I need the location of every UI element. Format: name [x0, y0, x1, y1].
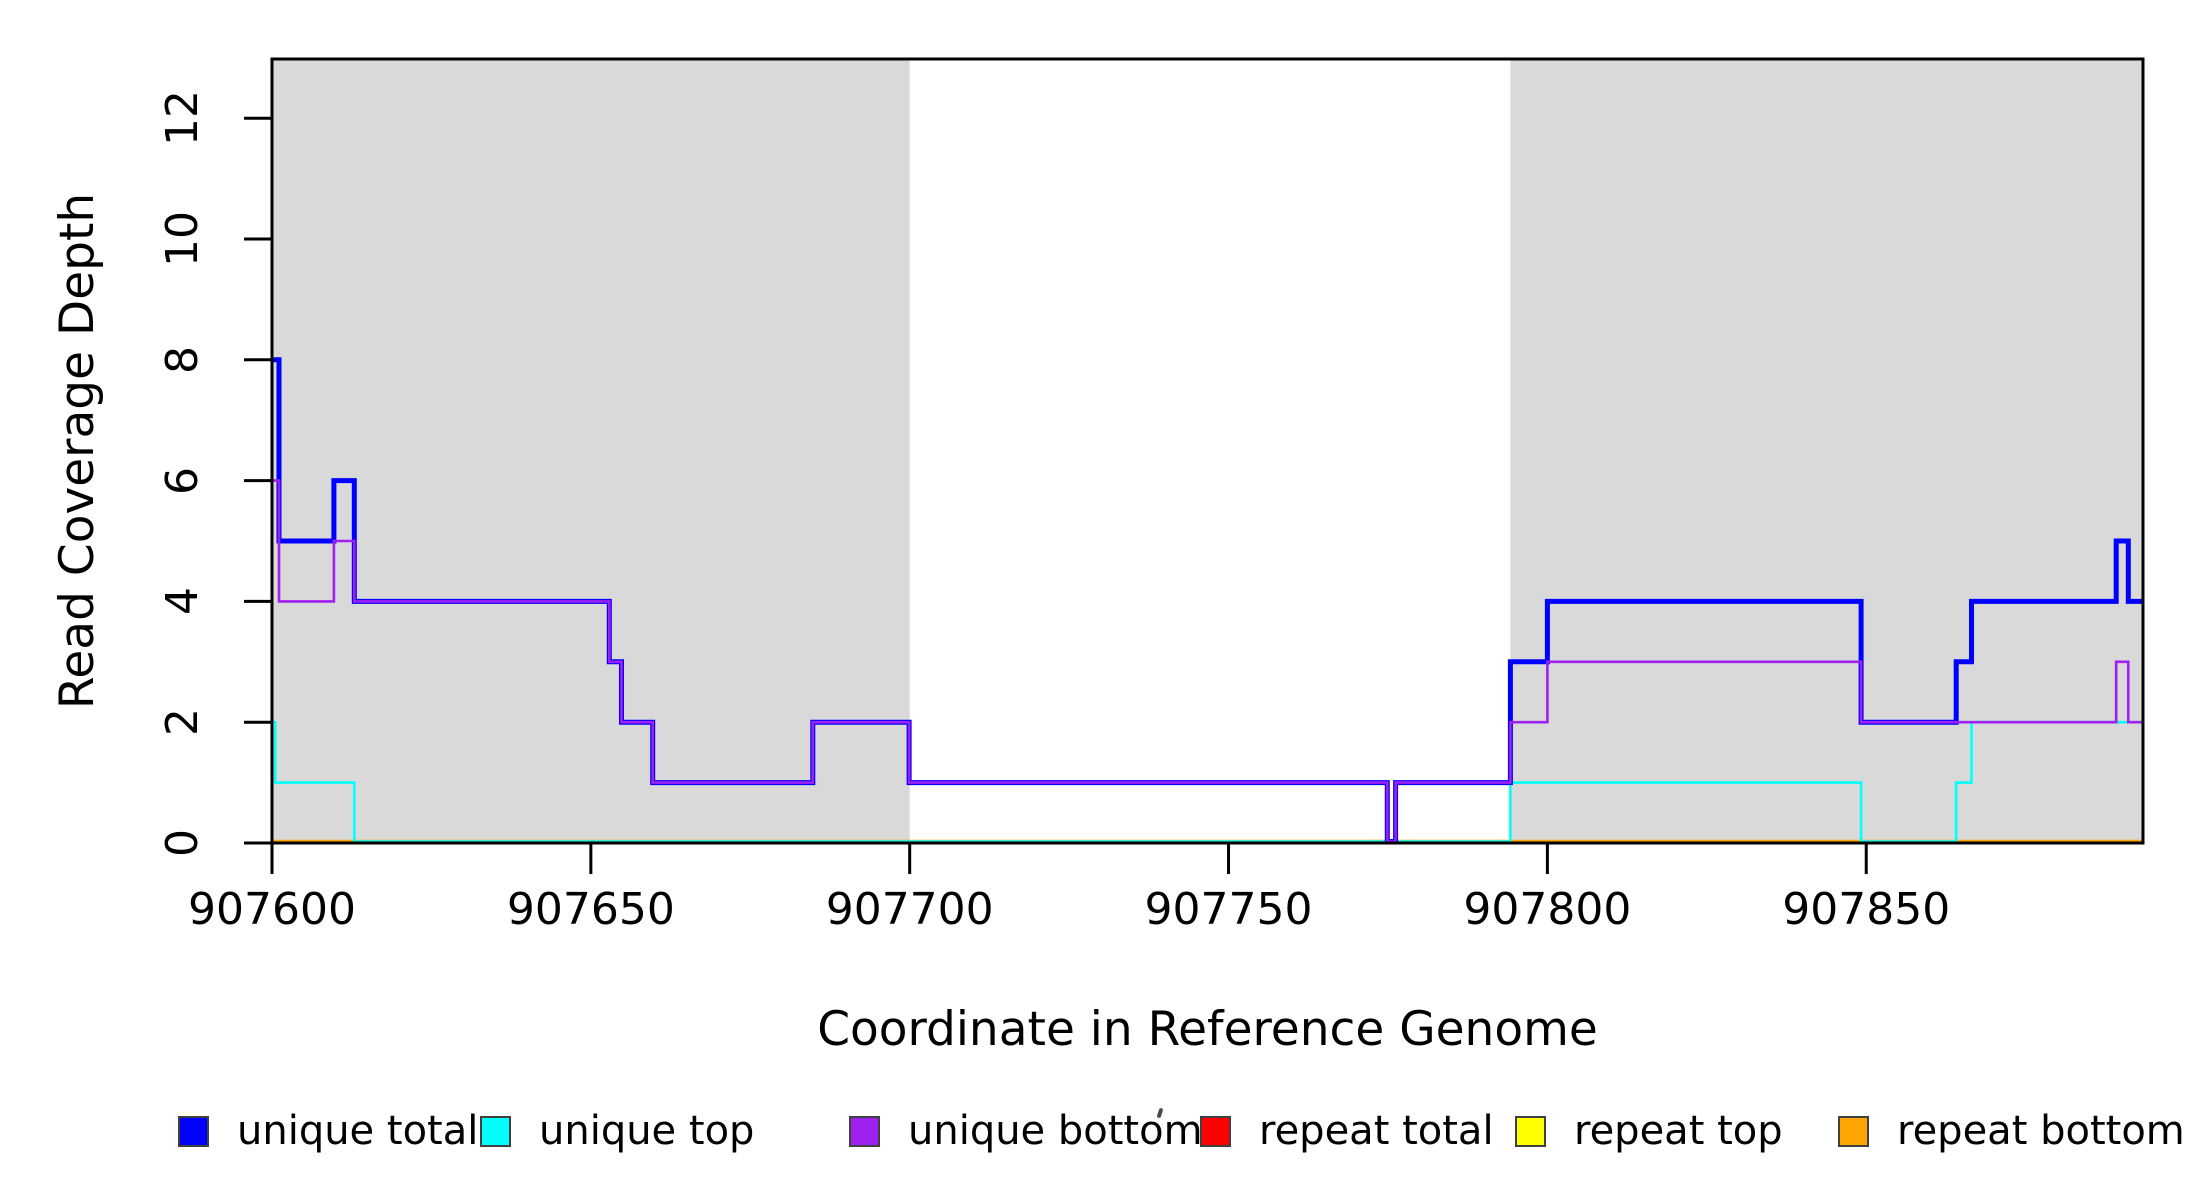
legend-swatch-unique-top — [480, 1115, 511, 1147]
legend-swatch-unique-bottom — [849, 1115, 880, 1147]
legend-label-repeat-total: repeat total — [1259, 1108, 1494, 1154]
legend-item-repeat-total: repeat total — [1200, 1108, 1494, 1154]
x-tick-label-907650: 907650 — [506, 884, 675, 935]
x-axis-title: Coordinate in Reference Genome — [817, 1002, 1598, 1057]
y-tick-label-0: 0 — [156, 829, 208, 857]
legend-item-repeat-top: repeat top — [1515, 1108, 1783, 1154]
x-tick-label-907750: 907750 — [1144, 884, 1313, 935]
legend-swatch-repeat-top — [1515, 1115, 1546, 1147]
y-tick-label-4: 4 — [156, 587, 208, 616]
legend-item-repeat-bottom: repeat bottom — [1838, 1108, 2185, 1154]
legend-swatch-unique-total — [178, 1115, 209, 1147]
shaded-region-2 — [1510, 59, 2143, 843]
legend-item-unique-top: unique top — [480, 1108, 754, 1154]
x-tick-label-907800: 907800 — [1463, 884, 1632, 935]
series-line-unique-bottom — [272, 479, 2143, 843]
y-tick-label-10: 10 — [156, 210, 208, 267]
y-tick-label-8: 8 — [156, 345, 208, 374]
series-line-unique-top — [272, 720, 2143, 843]
legend-label-unique-top: unique top — [539, 1108, 755, 1154]
x-tick-label-907700: 907700 — [825, 884, 994, 935]
plot-box — [270, 57, 2145, 845]
x-tick-label-907850: 907850 — [1782, 884, 1951, 935]
x-tick-label-907600: 907600 — [188, 884, 356, 935]
y-tick-label-6: 6 — [156, 466, 208, 495]
legend-swatch-repeat-bottom — [1838, 1115, 1869, 1147]
shaded-region-1 — [272, 59, 910, 843]
legend-label-unique-total: unique total — [237, 1108, 479, 1154]
legend-label-unique-bottom: unique bottom — [908, 1108, 1203, 1154]
y-axis-title: Read Coverage Depth — [49, 192, 105, 710]
y-tick-label-12: 12 — [156, 90, 208, 147]
legend-item-unique-total: unique total — [178, 1108, 478, 1154]
legend-label-repeat-top: repeat top — [1574, 1108, 1783, 1154]
legend-swatch-repeat-total — [1200, 1115, 1231, 1147]
legend-item-unique-bottom: unique bottom — [849, 1108, 1203, 1154]
y-tick-label-2: 2 — [156, 708, 208, 737]
legend-label-repeat-bottom: repeat bottom — [1897, 1108, 2185, 1154]
